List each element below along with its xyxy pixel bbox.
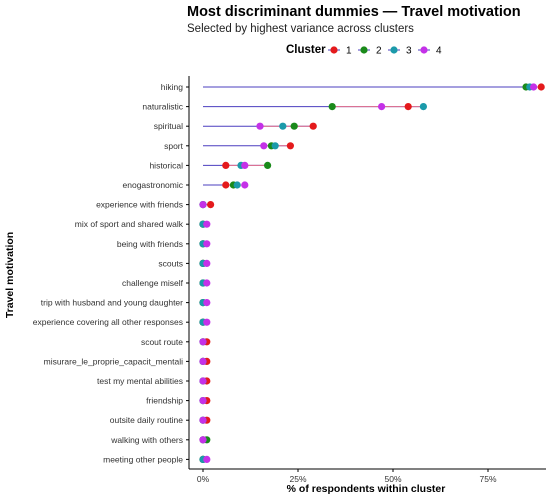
- dot-cluster-2: [328, 103, 336, 111]
- category-label: naturalistic: [142, 102, 183, 112]
- x-axis-title: % of respondents within cluster: [287, 483, 446, 495]
- category-label: outsite daily routine: [110, 415, 184, 425]
- category-label: being with friends: [117, 239, 183, 249]
- dot-cluster-4: [203, 240, 211, 248]
- category-label: friendship: [146, 396, 183, 406]
- dot-cluster-4: [199, 201, 207, 209]
- dot-cluster-4: [203, 279, 211, 287]
- category-label: walking with others: [110, 435, 183, 445]
- dot-cluster-4: [241, 181, 249, 189]
- legend-key-cluster-3: [390, 46, 398, 54]
- category-label: hiking: [161, 82, 183, 92]
- dot-cluster-3: [419, 103, 427, 111]
- dot-cluster-4: [199, 338, 207, 346]
- category-label: spiritual: [154, 121, 183, 131]
- legend-title: Cluster: [286, 44, 326, 56]
- plot-area: [188, 76, 546, 470]
- dot-cluster-4: [199, 357, 207, 365]
- category-label: misurare_le_proprie_capacit_mentali: [44, 356, 183, 366]
- category-label: challenge miself: [122, 278, 184, 288]
- x-tick-label: 75%: [479, 474, 496, 484]
- legend-key-cluster-2: [360, 46, 368, 54]
- dot-cluster-4: [199, 397, 207, 405]
- legend: Cluster 1 2 3 4: [286, 44, 442, 57]
- x-tick-label: 25%: [289, 474, 306, 484]
- category-label: trip with husband and young daughter: [41, 298, 183, 308]
- dot-cluster-1: [309, 122, 317, 130]
- dot-cluster-1: [222, 181, 230, 189]
- dot-cluster-4: [203, 318, 211, 326]
- dot-cluster-1: [222, 161, 230, 169]
- dot-cluster-4: [199, 436, 207, 444]
- category-label: scouts: [158, 258, 183, 268]
- dot-cluster-4: [199, 416, 207, 424]
- dot-cluster-4: [256, 122, 264, 130]
- category-label: historical: [149, 160, 183, 170]
- dot-cluster-3: [279, 122, 287, 130]
- dot-cluster-2: [264, 161, 272, 169]
- category-label: sport: [164, 141, 184, 151]
- category-label: scout route: [141, 337, 183, 347]
- legend-key-cluster-4: [420, 46, 428, 54]
- x-tick-label: 0%: [197, 474, 210, 484]
- legend-label-cluster-3: 3: [406, 46, 412, 57]
- category-label: meeting other people: [103, 454, 183, 464]
- category-label: experience covering all other responses: [33, 317, 183, 327]
- y-axis-title: Travel motivation: [4, 232, 16, 318]
- legend-key-cluster-1: [330, 46, 338, 54]
- dot-cluster-3: [271, 142, 279, 150]
- dot-cluster-2: [290, 122, 298, 130]
- legend-label-cluster-2: 2: [376, 46, 382, 57]
- category-label: mix of sport and shared walk: [75, 219, 184, 229]
- dot-cluster-4: [203, 220, 211, 228]
- dot-cluster-4: [378, 103, 386, 111]
- dot-cluster-4: [530, 83, 538, 91]
- dot-cluster-4: [241, 161, 249, 169]
- chart-title: Most discriminant dummies — Travel motiv…: [187, 4, 521, 20]
- dot-cluster-3: [233, 181, 241, 189]
- dot-cluster-4: [199, 377, 207, 385]
- category-label: test my mental abilities: [97, 376, 183, 386]
- dot-cluster-1: [207, 201, 215, 209]
- legend-label-cluster-1: 1: [346, 46, 352, 57]
- chart-subtitle: Selected by highest variance across clus…: [187, 23, 414, 35]
- dot-cluster-4: [203, 455, 211, 463]
- category-label: experience with friends: [96, 200, 183, 210]
- dot-cluster-1: [537, 83, 545, 91]
- dot-cluster-4: [260, 142, 268, 150]
- dot-cluster-1: [404, 103, 412, 111]
- legend-label-cluster-4: 4: [436, 46, 442, 57]
- dot-cluster-1: [286, 142, 294, 150]
- x-tick-label: 50%: [384, 474, 401, 484]
- dot-cluster-4: [203, 259, 211, 267]
- category-label: enogastronomic: [123, 180, 184, 190]
- dot-cluster-4: [203, 299, 211, 307]
